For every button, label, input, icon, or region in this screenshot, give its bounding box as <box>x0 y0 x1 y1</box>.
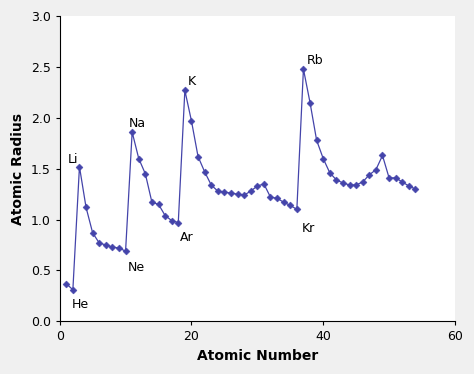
Text: Kr: Kr <box>302 222 315 235</box>
Text: Ne: Ne <box>128 261 145 275</box>
Text: K: K <box>188 75 196 88</box>
Text: Ar: Ar <box>180 231 194 244</box>
X-axis label: Atomic Number: Atomic Number <box>197 349 318 363</box>
Text: Li: Li <box>68 153 78 166</box>
Y-axis label: Atomic Radius: Atomic Radius <box>11 113 25 225</box>
Text: Rb: Rb <box>307 54 323 67</box>
Text: He: He <box>72 298 89 311</box>
Text: Na: Na <box>129 117 146 130</box>
